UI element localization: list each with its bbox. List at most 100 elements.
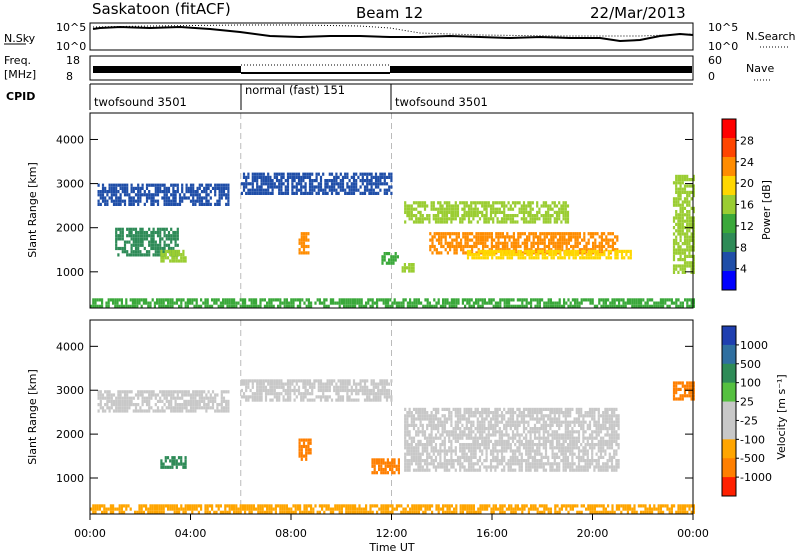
power-cell <box>475 298 478 302</box>
power-cell <box>525 217 528 221</box>
power-cell <box>137 202 140 206</box>
power-cell <box>338 304 341 308</box>
power-cell <box>160 304 163 308</box>
velocity-cell <box>454 459 457 463</box>
power-cell <box>171 256 174 260</box>
velocity-cell <box>348 398 351 402</box>
velocity-cell <box>610 417 614 421</box>
velocity-cell <box>300 395 303 399</box>
power-cell <box>512 235 515 239</box>
velocity-cell <box>597 414 600 418</box>
velocity-cell <box>602 417 605 421</box>
power-cell <box>692 245 695 249</box>
velocity-cell <box>389 461 392 465</box>
power-cell <box>559 256 562 260</box>
velocity-cell <box>476 407 479 411</box>
power-cell <box>191 301 194 305</box>
velocity-cell <box>439 433 442 437</box>
power-cell <box>679 232 682 236</box>
power-cell <box>178 304 181 308</box>
velocity-cell <box>273 385 276 389</box>
power-cell <box>437 301 440 305</box>
velocity-cell <box>128 390 131 394</box>
power-cell <box>374 175 378 179</box>
velocity-cell <box>381 382 384 386</box>
power-cell <box>174 190 177 194</box>
velocity-cell <box>478 433 482 437</box>
velocity-cell <box>478 443 482 447</box>
velocity-cell <box>415 446 418 450</box>
power-cell <box>609 304 612 308</box>
velocity-cell <box>346 379 349 383</box>
velocity-cell <box>485 455 488 459</box>
power-cell <box>184 304 187 308</box>
velocity-cell <box>355 398 358 402</box>
power-cell <box>431 241 434 245</box>
velocity-cell <box>289 379 292 383</box>
power-cell <box>570 244 573 249</box>
velocity-cell <box>315 379 318 383</box>
velocity-cell <box>595 427 598 431</box>
velocity-cell <box>187 393 190 397</box>
velocity-cell <box>174 390 177 394</box>
velocity-cell <box>302 454 306 458</box>
velocity-cell <box>575 420 578 424</box>
velocity-cell <box>536 436 539 440</box>
power-cell <box>177 253 181 257</box>
power-cell <box>467 204 471 208</box>
power-cell <box>679 267 682 271</box>
velocity-cell <box>511 439 515 443</box>
velocity-cell <box>459 411 462 415</box>
power-cell <box>374 182 378 186</box>
velocity-cell <box>432 465 435 469</box>
velocity-cell <box>384 461 387 465</box>
velocity-cell <box>421 465 424 469</box>
velocity-cell <box>540 452 543 456</box>
power-cell <box>507 214 510 218</box>
velocity-cell <box>483 430 486 434</box>
power-cell <box>451 241 454 245</box>
velocity-cell <box>580 420 583 424</box>
power-cell <box>497 232 500 236</box>
velocity-cell <box>544 452 548 456</box>
power-cell <box>439 210 442 214</box>
power-cell <box>215 298 218 302</box>
power-cell <box>683 258 687 262</box>
velocity-cell <box>218 403 221 407</box>
power-cell <box>156 234 160 238</box>
velocity-cell <box>123 403 127 407</box>
power-cell <box>426 301 429 305</box>
power-cell <box>589 298 592 302</box>
power-cell <box>378 298 381 302</box>
power-cell <box>510 235 513 239</box>
power-cell <box>302 251 306 255</box>
velocity-cell <box>516 414 519 418</box>
power-cell <box>117 227 120 231</box>
power-cell <box>252 304 255 308</box>
velocity-cell <box>256 379 259 383</box>
power-cell <box>305 238 308 242</box>
velocity-cell <box>604 411 607 415</box>
power-cell <box>392 255 395 259</box>
power-cell <box>311 179 314 183</box>
velocity-cell <box>167 399 171 403</box>
power-cell <box>572 235 575 239</box>
power-cell <box>357 188 360 192</box>
power-cell <box>175 253 178 257</box>
velocity-cell <box>419 420 422 424</box>
power-cell <box>183 193 186 197</box>
velocity-cell <box>604 417 607 421</box>
power-cell <box>464 304 467 308</box>
power-cell <box>561 248 564 252</box>
power-cell <box>99 202 102 206</box>
velocity-cell <box>412 455 416 459</box>
power-cell <box>545 301 548 305</box>
velocity-cell <box>560 407 563 411</box>
power-cell <box>679 301 682 305</box>
power-cell <box>450 220 453 224</box>
power-cell <box>383 175 386 179</box>
power-cell <box>141 237 144 241</box>
velocity-cell <box>450 443 453 447</box>
power-cell <box>527 201 530 205</box>
velocity-cell <box>558 414 561 418</box>
